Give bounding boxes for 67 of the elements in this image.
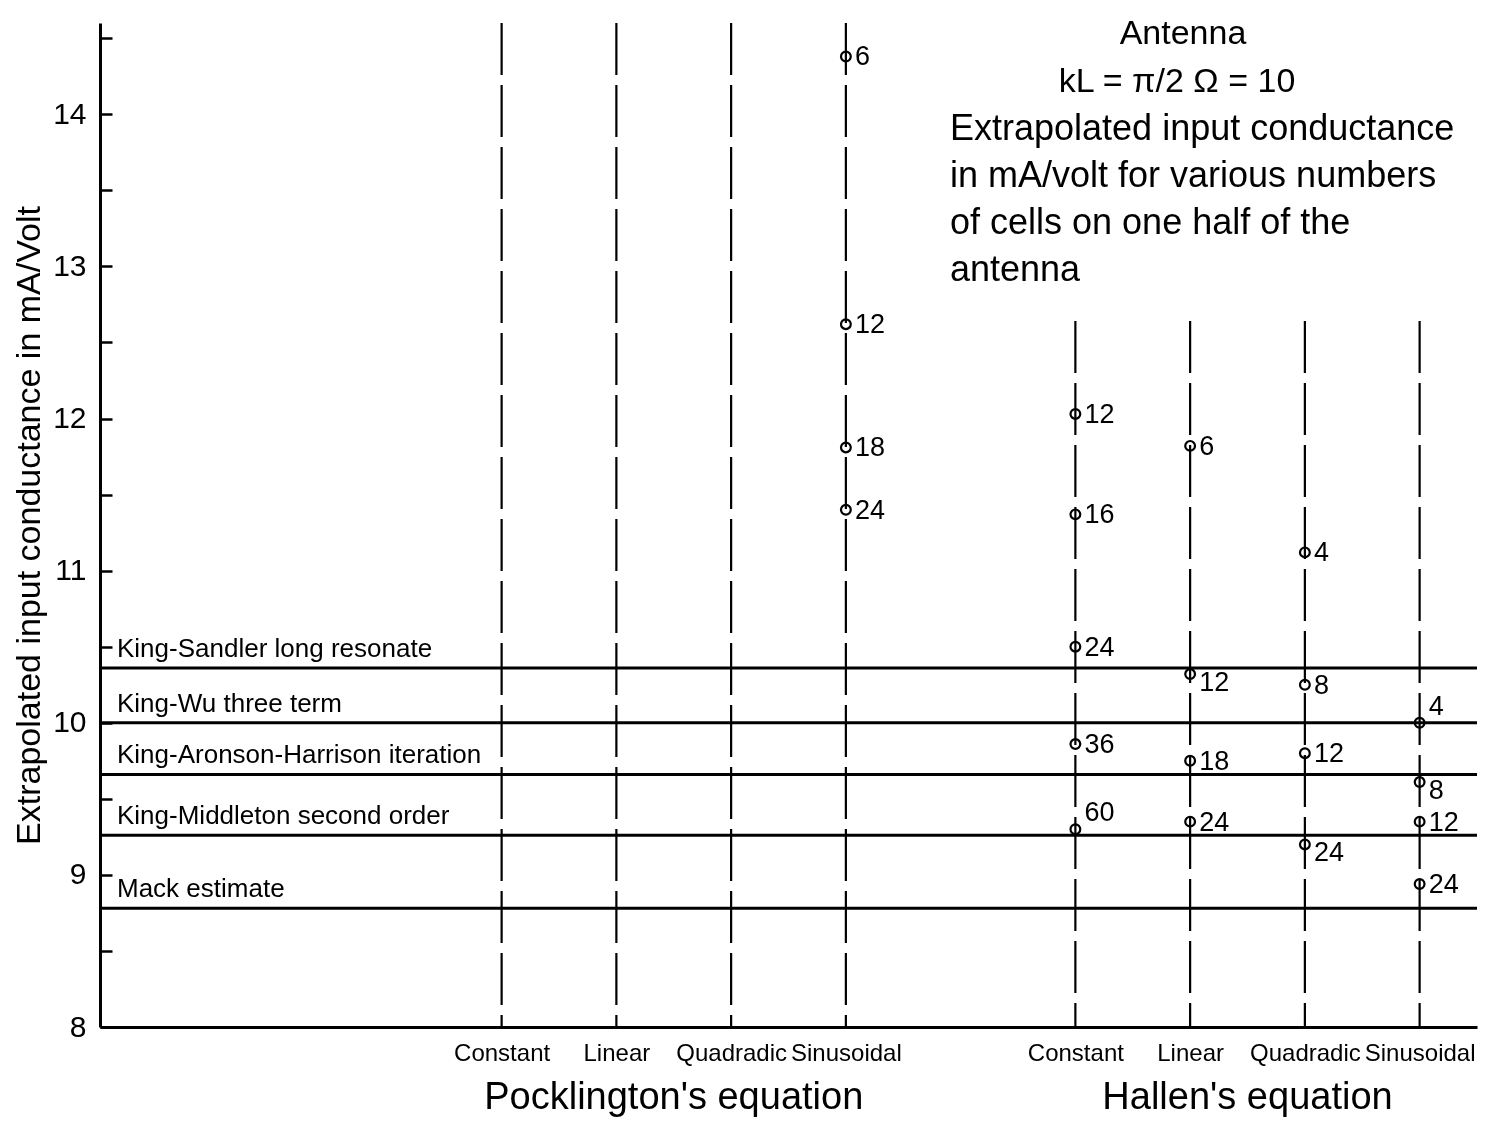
- series-label: 4: [1313, 537, 1329, 568]
- x-tick-label: Constant: [1027, 1038, 1125, 1066]
- text: 6: [1199, 430, 1215, 461]
- point: [1184, 668, 1197, 681]
- x-tick-label: Quadradic: [676, 1038, 787, 1066]
- ref-line-label: Mack estimate: [117, 873, 285, 904]
- point: [1298, 546, 1311, 559]
- series-label: 12: [854, 309, 885, 340]
- chart-title: Antenna: [1119, 13, 1247, 51]
- text: 24: [1199, 806, 1230, 837]
- x-tick-label: Linear: [1157, 1038, 1224, 1066]
- text: 8: [1428, 775, 1444, 806]
- series-label: 16: [1084, 499, 1115, 530]
- text: 12: [1428, 806, 1459, 837]
- point: [1069, 508, 1082, 521]
- point: [1069, 640, 1082, 653]
- point: [1413, 815, 1426, 828]
- point: [1184, 439, 1197, 452]
- y-tick-label: 10: [53, 705, 87, 739]
- y-tick-label: 11: [55, 553, 87, 587]
- text: 24: [1428, 869, 1459, 900]
- y-tick-label: 13: [53, 248, 87, 282]
- point: [1413, 776, 1426, 789]
- point: [1069, 407, 1082, 420]
- point: [1413, 878, 1426, 890]
- series-label: 18: [854, 432, 885, 463]
- y-tick-label: 14: [53, 96, 87, 130]
- text: 12: [1084, 398, 1115, 429]
- x-tick-label: Sinusoidal: [791, 1038, 902, 1066]
- point: [839, 318, 852, 331]
- x-tick-label: Quadradic: [1250, 1038, 1361, 1066]
- x-tick-label: Constant: [454, 1038, 551, 1066]
- series-label: 24: [854, 494, 885, 525]
- x-tick-label: Sinusoidal: [1364, 1038, 1476, 1066]
- point: [839, 503, 852, 516]
- text: Pocklington's equation: [484, 1075, 864, 1117]
- y-tick-label: 12: [53, 401, 87, 435]
- text: kL = π/2 Ω = 10: [1058, 61, 1296, 99]
- text: 18: [1199, 745, 1230, 776]
- ref-line-label: King-Sandler long resonate: [117, 632, 433, 663]
- point: [1184, 754, 1197, 767]
- y-tick-label: 8: [69, 1009, 87, 1043]
- point: [1298, 838, 1311, 851]
- point: [1413, 716, 1426, 729]
- point: [1069, 738, 1082, 751]
- series-label: 6: [854, 41, 870, 72]
- text: 24: [1313, 837, 1344, 868]
- y-axis-title: Extrapolated input conductance in mA/Volt: [9, 205, 48, 845]
- point: [839, 441, 852, 454]
- series-label: 8: [1313, 669, 1329, 700]
- x-tick-label: Linear: [583, 1038, 651, 1066]
- point: [1298, 678, 1311, 691]
- y-tick-label: 9: [69, 857, 87, 891]
- point: [1184, 815, 1197, 828]
- series-label: 36: [1084, 729, 1115, 760]
- text: 24: [1084, 631, 1115, 662]
- point: [839, 50, 852, 63]
- ref-line-label: King-Middleton second order: [117, 800, 450, 831]
- annotation: Extrapolated input conductance in mA/volt for various numbers of cells on one half of the antenna: [950, 107, 1455, 289]
- text: 4: [1428, 690, 1444, 721]
- series-label: 60: [1084, 797, 1115, 828]
- ref-line-label: King-Wu three term: [117, 687, 342, 718]
- ref-line-label: King-Aronson-Harrison iteration: [117, 739, 482, 770]
- text: Hallen's equation: [1102, 1075, 1393, 1117]
- point: [1298, 747, 1311, 760]
- text: 12: [1199, 667, 1230, 698]
- text: 12: [1313, 738, 1344, 769]
